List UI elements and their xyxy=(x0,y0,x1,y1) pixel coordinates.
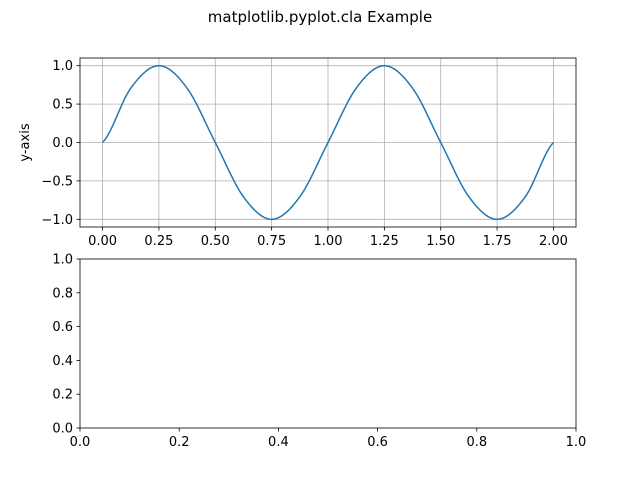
y-axis-label: y-axis xyxy=(18,123,33,161)
x-tick-label: 0.00 xyxy=(88,234,117,249)
x-tick-label: 1.50 xyxy=(426,234,455,249)
x-tick-label: 2.00 xyxy=(539,234,568,249)
y-tick-label: 0.4 xyxy=(52,354,73,369)
bottom-axes: 0.0 0.2 0.4 0.6 0.8 1.0 0.0 0.2 0.4 0.6 0.8 1.0 xyxy=(52,253,586,451)
x-tick-label: 0.75 xyxy=(257,234,286,249)
y-tick-label: 1.0 xyxy=(52,253,73,268)
x-tick-label: 0.0 xyxy=(70,435,91,450)
y-tick-label: 1.0 xyxy=(52,59,73,74)
x-tick-label: 0.25 xyxy=(144,234,173,249)
y-tick-label: 0.0 xyxy=(52,422,73,437)
y-tick-label: 0.5 xyxy=(52,98,73,113)
y-tick-label: 0.2 xyxy=(52,388,73,403)
x-tick-label: 0.50 xyxy=(201,234,230,249)
series-line-0 xyxy=(101,64,555,221)
axes-frame xyxy=(79,258,577,429)
y-tick-label: −1.0 xyxy=(41,213,73,228)
x-tick-label: 1.75 xyxy=(483,234,512,249)
x-tick-label: 1.00 xyxy=(314,234,343,249)
x-tick-label: 1.25 xyxy=(370,234,399,249)
y-tick-label: −0.5 xyxy=(41,174,73,189)
x-tick-label: 0.8 xyxy=(466,435,487,450)
figure-title: matplotlib.pyplot.cla Example xyxy=(208,8,432,26)
y-tick-label: 0.8 xyxy=(52,286,73,301)
x-tick-label: 0.2 xyxy=(169,435,190,450)
y-tick-label: 0.0 xyxy=(52,136,73,151)
top-axes: 0.00 0.25 0.50 0.75 1.00 1.25 1.50 1.75 2.00 1.0 0… xyxy=(18,57,577,249)
x-tick-label: 0.6 xyxy=(367,435,388,450)
y-tick-label: 0.6 xyxy=(52,320,73,335)
x-tick-label: 0.4 xyxy=(268,435,289,450)
x-tick-label: 1.0 xyxy=(566,435,587,450)
